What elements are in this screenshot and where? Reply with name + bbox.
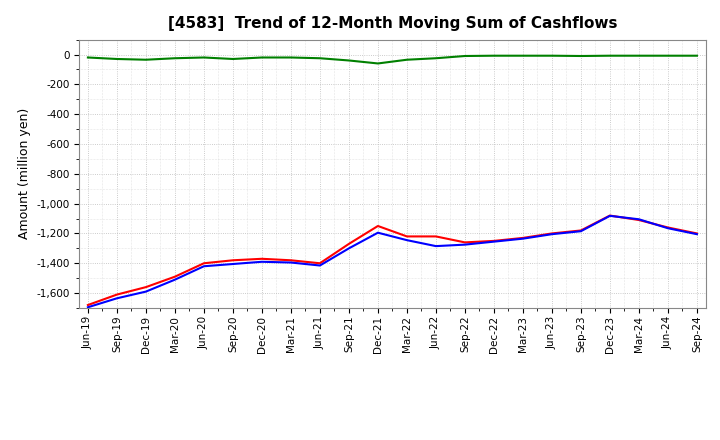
Free Cashflow bbox=[606, 213, 614, 219]
Investing Cashflow bbox=[112, 56, 121, 62]
Free Cashflow bbox=[431, 243, 440, 249]
Operating Cashflow bbox=[199, 260, 208, 266]
Investing Cashflow bbox=[171, 55, 179, 61]
Investing Cashflow bbox=[490, 53, 498, 59]
Line: Free Cashflow: Free Cashflow bbox=[88, 216, 697, 307]
Operating Cashflow bbox=[345, 241, 354, 246]
Operating Cashflow bbox=[142, 285, 150, 290]
Free Cashflow bbox=[634, 216, 643, 222]
Investing Cashflow bbox=[606, 53, 614, 59]
Investing Cashflow bbox=[634, 53, 643, 59]
Investing Cashflow bbox=[258, 55, 266, 60]
Investing Cashflow bbox=[693, 53, 701, 59]
Line: Investing Cashflow: Investing Cashflow bbox=[88, 56, 697, 63]
Free Cashflow bbox=[345, 246, 354, 251]
Title: [4583]  Trend of 12-Month Moving Sum of Cashflows: [4583] Trend of 12-Month Moving Sum of C… bbox=[168, 16, 617, 32]
Free Cashflow bbox=[199, 264, 208, 269]
Line: Operating Cashflow: Operating Cashflow bbox=[88, 216, 697, 305]
Free Cashflow bbox=[142, 289, 150, 294]
Investing Cashflow bbox=[548, 53, 557, 59]
Free Cashflow bbox=[112, 296, 121, 301]
Investing Cashflow bbox=[664, 53, 672, 59]
Free Cashflow bbox=[374, 230, 382, 235]
Free Cashflow bbox=[315, 263, 324, 268]
Operating Cashflow bbox=[606, 213, 614, 218]
Free Cashflow bbox=[693, 231, 701, 237]
Operating Cashflow bbox=[490, 238, 498, 244]
Investing Cashflow bbox=[461, 53, 469, 59]
Operating Cashflow bbox=[431, 234, 440, 239]
Free Cashflow bbox=[518, 236, 527, 241]
Investing Cashflow bbox=[84, 55, 92, 60]
Operating Cashflow bbox=[548, 231, 557, 236]
Free Cashflow bbox=[490, 239, 498, 244]
Investing Cashflow bbox=[374, 61, 382, 66]
Free Cashflow bbox=[287, 260, 295, 265]
Operating Cashflow bbox=[228, 258, 237, 263]
Free Cashflow bbox=[664, 226, 672, 231]
Investing Cashflow bbox=[199, 55, 208, 60]
Operating Cashflow bbox=[171, 274, 179, 279]
Investing Cashflow bbox=[577, 53, 585, 59]
Free Cashflow bbox=[228, 261, 237, 267]
Investing Cashflow bbox=[518, 53, 527, 59]
Investing Cashflow bbox=[431, 55, 440, 61]
Operating Cashflow bbox=[374, 224, 382, 229]
Operating Cashflow bbox=[112, 292, 121, 297]
Investing Cashflow bbox=[402, 57, 411, 62]
Investing Cashflow bbox=[287, 55, 295, 60]
Investing Cashflow bbox=[345, 58, 354, 63]
Free Cashflow bbox=[577, 228, 585, 234]
Operating Cashflow bbox=[402, 234, 411, 239]
Operating Cashflow bbox=[664, 225, 672, 230]
Free Cashflow bbox=[402, 238, 411, 243]
Investing Cashflow bbox=[142, 57, 150, 62]
Y-axis label: Amount (million yen): Amount (million yen) bbox=[17, 108, 30, 239]
Free Cashflow bbox=[461, 242, 469, 247]
Operating Cashflow bbox=[84, 302, 92, 308]
Operating Cashflow bbox=[693, 231, 701, 236]
Operating Cashflow bbox=[634, 217, 643, 223]
Operating Cashflow bbox=[577, 228, 585, 233]
Operating Cashflow bbox=[287, 258, 295, 263]
Investing Cashflow bbox=[315, 55, 324, 61]
Operating Cashflow bbox=[315, 260, 324, 266]
Free Cashflow bbox=[548, 231, 557, 237]
Operating Cashflow bbox=[461, 240, 469, 245]
Operating Cashflow bbox=[258, 256, 266, 261]
Free Cashflow bbox=[171, 277, 179, 282]
Operating Cashflow bbox=[518, 235, 527, 241]
Free Cashflow bbox=[258, 259, 266, 264]
Investing Cashflow bbox=[228, 56, 237, 62]
Free Cashflow bbox=[84, 304, 92, 310]
